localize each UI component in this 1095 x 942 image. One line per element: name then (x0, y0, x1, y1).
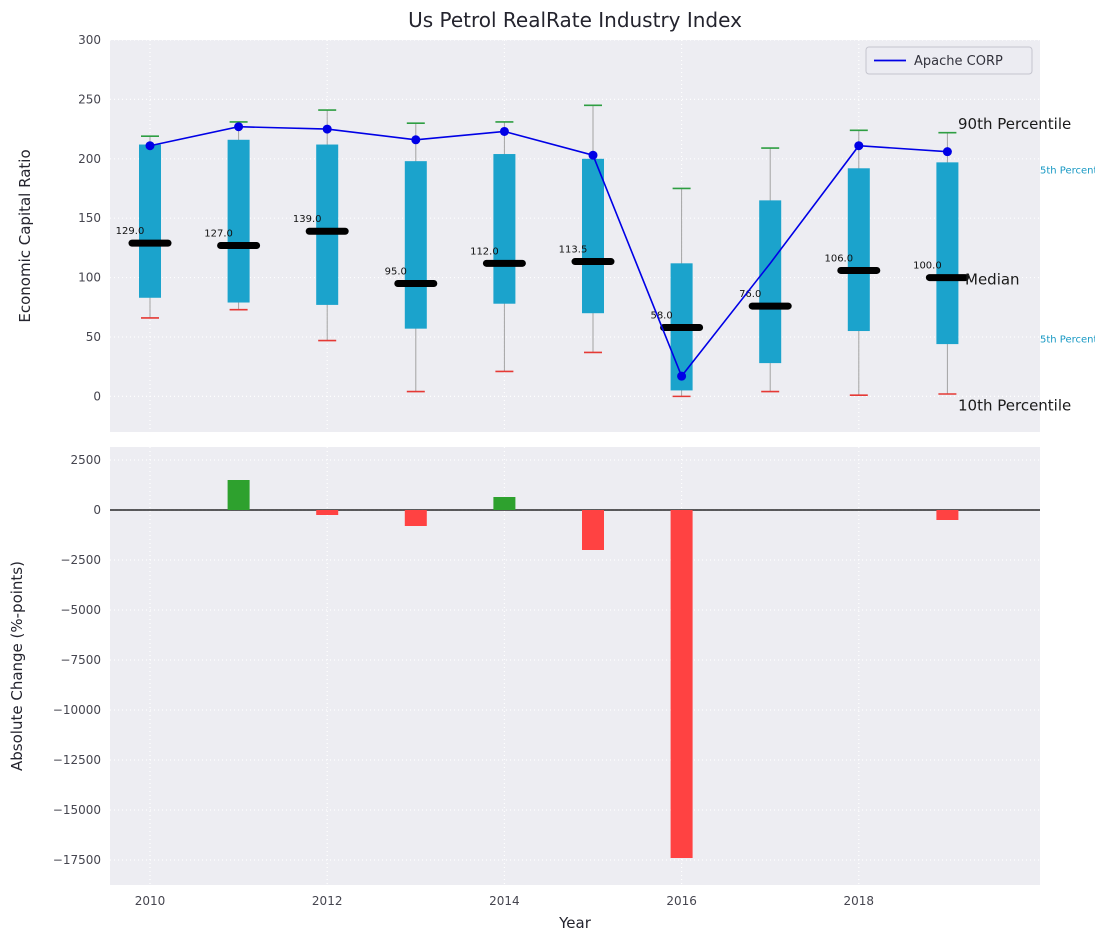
bottom-y-tick-label: −7500 (60, 653, 101, 667)
x-tick-label: 2018 (844, 894, 875, 908)
x-tick-label: 2016 (666, 894, 697, 908)
legend: Apache CORP (865, 46, 1033, 75)
apache-marker (499, 126, 509, 136)
iqr-box (936, 162, 959, 345)
median-value-label: 139.0 (293, 214, 322, 225)
percentile-annotation: 10th Percentile (958, 396, 1071, 414)
legend-box (865, 46, 1033, 75)
median-value-label: 113.5 (559, 245, 588, 256)
x-tick-label: 2012 (312, 894, 343, 908)
bottom-y-tick-label: −5000 (60, 603, 101, 617)
change-bar (404, 510, 427, 526)
chart-title: Us Petrol RealRate Industry Index (408, 8, 742, 32)
apache-marker (677, 371, 687, 381)
median-value-label: 58.0 (650, 310, 672, 321)
iqr-box (316, 144, 339, 305)
top-axes: 0 50 100 150 200 250 300 129.0 127.0 139.0 95.0 112… (78, 33, 1095, 432)
top-y-tick-label: 250 (78, 92, 101, 106)
x-axis-label: Year (558, 914, 592, 932)
iqr-box (404, 161, 427, 329)
change-bar (227, 480, 250, 510)
top-y-axis-label: Economic Capital Ratio (16, 149, 34, 322)
iqr-box (582, 158, 604, 314)
apache-marker (145, 141, 155, 151)
bottom-y-tick-label: 2500 (70, 453, 101, 467)
percentile-annotation: 90th Percentile (958, 115, 1071, 133)
bottom-y-tick-label: 0 (93, 503, 101, 517)
iqr-box (759, 200, 782, 364)
bottom-y-tick-label: −15000 (53, 803, 101, 817)
apache-marker (588, 150, 598, 160)
top-y-tick-label: 100 (78, 271, 101, 285)
bottom-y-tick-label: −17500 (53, 853, 101, 867)
change-bar (316, 510, 339, 515)
iqr-box (227, 139, 250, 303)
bottom-axes: 2500 0 −2500 −5000 −7500 −10000 −12500 −15000 −1… (53, 447, 1040, 908)
change-bar (582, 510, 604, 550)
iqr-box (847, 168, 870, 332)
median-value-label: 100.0 (913, 261, 942, 272)
bottom-y-tick-label: −2500 (60, 553, 101, 567)
apache-marker (411, 135, 421, 145)
median-value-label: 95.0 (385, 267, 407, 278)
percentile-annotation: Median (965, 270, 1020, 288)
percentile-annotation: 5th Percentile (1040, 334, 1095, 345)
apache-marker (234, 122, 244, 132)
top-y-tick-label: 150 (78, 211, 101, 225)
percentile-annotation: 5th Percentile (1040, 166, 1095, 177)
apache-marker (854, 141, 864, 151)
bottom-y-tick-label: −12500 (53, 753, 101, 767)
top-y-tick-label: 200 (78, 152, 101, 166)
top-y-tick-label: 50 (86, 330, 101, 344)
iqr-box (139, 144, 161, 298)
change-bar (936, 510, 959, 520)
change-bar (670, 510, 693, 858)
median-value-label: 112.0 (470, 246, 499, 257)
apache-line (149, 125, 948, 378)
bottom-y-axis-label: Absolute Change (%-points) (8, 561, 26, 771)
change-bar (493, 497, 516, 510)
median-value-label: 106.0 (824, 253, 853, 264)
legend-label: Apache CORP (914, 54, 1003, 69)
top-y-tick-label: 300 (78, 33, 101, 47)
top-plot-background (110, 40, 1040, 432)
top-y-tick-label: 0 (93, 389, 101, 403)
bottom-y-tick-label: −10000 (53, 703, 101, 717)
apache-marker (942, 147, 952, 157)
median-value-label: 76.0 (739, 289, 761, 300)
apache-marker (322, 124, 332, 134)
median-value-label: 129.0 (116, 226, 145, 237)
median-value-label: 127.0 (204, 229, 233, 240)
x-tick-label: 2014 (489, 894, 520, 908)
bottom-plot-background (110, 447, 1040, 885)
x-tick-label: 2010 (135, 894, 166, 908)
iqr-box (493, 154, 516, 304)
